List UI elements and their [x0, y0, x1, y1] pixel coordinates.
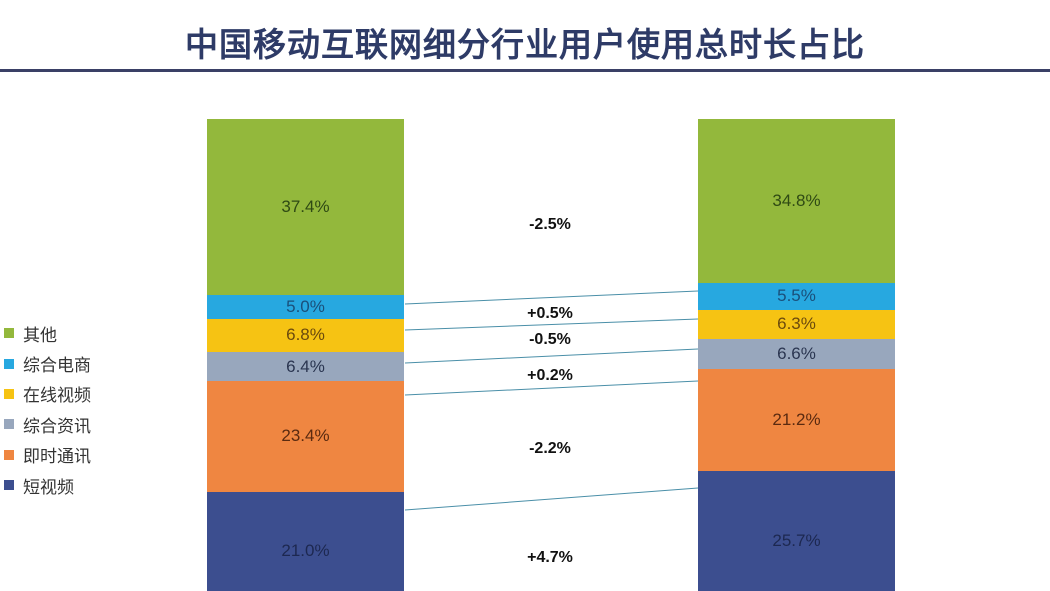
segment-ecommerce: 5.5% [698, 282, 895, 310]
delta-other: -2.5% [529, 216, 571, 233]
legend-swatch-icon [4, 388, 14, 399]
delta-short-video: +4.7% [527, 549, 573, 566]
title-divider [0, 69, 1050, 72]
segment-other: 37.4% [207, 119, 404, 296]
segment-label: 37.4% [281, 197, 330, 217]
segment-label: 21.0% [281, 541, 330, 561]
segment-short-video: 25.7% [698, 471, 895, 591]
segment-label: 23.4% [281, 426, 330, 446]
legend-item-online-video: 在线视频 [4, 379, 91, 409]
legend-item-news: 综合资讯 [4, 409, 91, 439]
segment-label: 6.8% [286, 325, 325, 345]
segment-other: 34.8% [698, 119, 895, 283]
legend: 其他 综合电商 在线视频 综合资讯 即时通讯 短视频 [4, 318, 91, 500]
delta-news: +0.2% [527, 367, 573, 384]
legend-label: 综合电商 [23, 356, 91, 376]
segment-label: 6.3% [777, 314, 816, 334]
segment-label: 6.4% [286, 356, 325, 376]
legend-swatch-icon [4, 480, 14, 491]
legend-item-ecommerce: 综合电商 [4, 348, 91, 378]
legend-item-short-video: 短视频 [4, 470, 91, 500]
segment-short-video: 21.0% [207, 491, 404, 591]
segment-label: 25.7% [772, 531, 821, 551]
segment-label: 5.5% [777, 286, 816, 306]
delta-im: -2.2% [529, 440, 571, 457]
legend-label: 短视频 [23, 477, 74, 497]
legend-swatch-icon [4, 358, 14, 369]
bar-left: 37.4% 5.0% 6.8% 6.4% 23.4% 21.0% [207, 119, 404, 591]
segment-im: 23.4% [207, 381, 404, 492]
delta-online-video: -0.5% [529, 331, 571, 348]
segment-online-video: 6.8% [207, 319, 404, 352]
segment-online-video: 6.3% [698, 309, 895, 340]
bar-right: 34.8% 5.5% 6.3% 6.6% 21.2% 25.7% [698, 119, 895, 591]
segment-label: 34.8% [772, 190, 821, 210]
legend-swatch-icon [4, 449, 14, 460]
legend-item-other: 其他 [4, 318, 91, 348]
segment-label: 5.0% [286, 297, 325, 317]
segment-label: 21.2% [772, 410, 821, 430]
segment-news: 6.6% [698, 339, 895, 369]
segment-news: 6.4% [207, 351, 404, 382]
legend-item-im: 即时通讯 [4, 440, 91, 470]
legend-swatch-icon [4, 419, 14, 430]
chart-title: 中国移动互联网细分行业用户使用总时长占比 [185, 26, 865, 63]
legend-label: 在线视频 [23, 386, 91, 406]
legend-label: 其他 [23, 325, 57, 345]
legend-swatch-icon [4, 328, 14, 339]
legend-label: 即时通讯 [23, 447, 91, 467]
segment-ecommerce: 5.0% [207, 295, 404, 320]
delta-ecommerce: +0.5% [527, 305, 573, 322]
segment-label: 6.6% [777, 344, 816, 364]
legend-label: 综合资讯 [23, 416, 91, 436]
segment-im: 21.2% [698, 368, 895, 472]
